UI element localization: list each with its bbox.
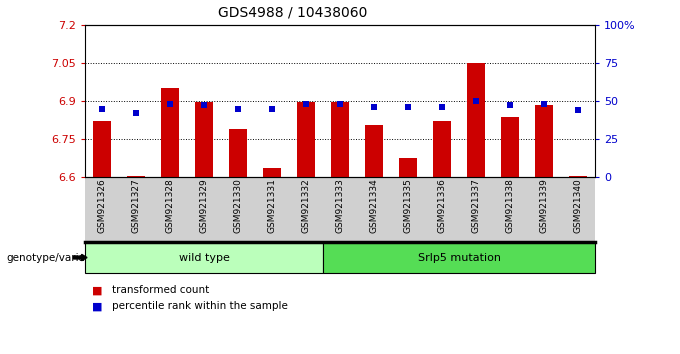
Text: wild type: wild type bbox=[179, 252, 229, 263]
Text: ■: ■ bbox=[92, 301, 102, 311]
Bar bbox=[160, 88, 180, 177]
Text: transformed count: transformed count bbox=[112, 285, 209, 295]
Text: GDS4988 / 10438060: GDS4988 / 10438060 bbox=[218, 5, 367, 19]
Bar bbox=[364, 125, 384, 177]
Bar bbox=[398, 158, 418, 177]
Bar bbox=[262, 168, 282, 177]
Bar bbox=[228, 129, 248, 177]
Bar bbox=[296, 102, 316, 177]
Bar bbox=[194, 102, 214, 177]
Bar bbox=[466, 63, 486, 177]
Text: genotype/variation: genotype/variation bbox=[7, 252, 106, 263]
Bar bbox=[500, 118, 520, 177]
Bar bbox=[534, 105, 554, 177]
Bar bbox=[330, 102, 350, 177]
Bar bbox=[432, 121, 452, 177]
Text: percentile rank within the sample: percentile rank within the sample bbox=[112, 301, 288, 311]
Text: ■: ■ bbox=[92, 285, 102, 295]
Text: Srlp5 mutation: Srlp5 mutation bbox=[418, 252, 500, 263]
Bar bbox=[92, 121, 112, 177]
